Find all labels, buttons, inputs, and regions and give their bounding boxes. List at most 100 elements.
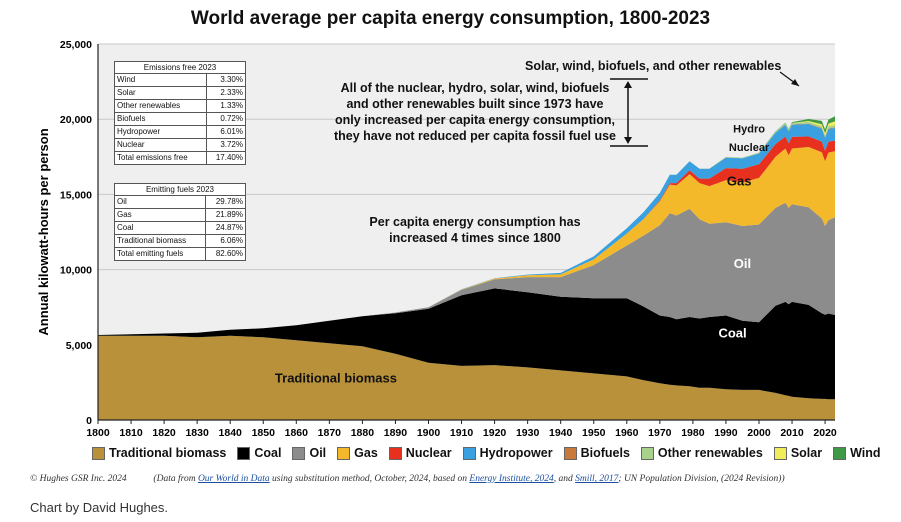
x-tick-label: 1810 bbox=[119, 427, 143, 439]
emissions-free-table-title: Emissions free 2023 bbox=[114, 61, 246, 73]
legend-swatch bbox=[237, 446, 251, 460]
table-row: Solar 2.33% bbox=[114, 86, 247, 100]
source-mid-1: using substitution method, October, 2024… bbox=[269, 474, 470, 484]
table-cell-value: 3.30% bbox=[205, 73, 247, 87]
arrow-head-down bbox=[624, 137, 632, 144]
table-row: Traditional biomass 6.06% bbox=[113, 234, 246, 248]
source-link-smil[interactable]: Smill, 2017 bbox=[575, 474, 619, 484]
area-label-coal: Coal bbox=[718, 325, 746, 340]
table-cell-label: Coal bbox=[113, 221, 207, 235]
table-row: Wind 3.30% bbox=[114, 73, 247, 87]
area-label-hydropower: Hydro bbox=[733, 124, 765, 136]
y-tick-label: 0 bbox=[86, 415, 92, 427]
table-row: Coal 24.87% bbox=[113, 221, 246, 235]
x-tick-label: 2010 bbox=[780, 427, 804, 439]
area-labels: Traditional biomass Coal Oil Gas Nuclear Hydr… bbox=[275, 124, 770, 386]
fossil-note-line-4: they have not reduced per capita fossil … bbox=[333, 129, 617, 143]
table-row: Total emitting fuels 82.60% bbox=[113, 247, 246, 261]
legend-label: Traditional biomass bbox=[109, 446, 227, 460]
area-label-oil: Oil bbox=[734, 256, 751, 271]
y-tick-label: 20,000 bbox=[60, 114, 92, 126]
y-tick-label: 5,000 bbox=[66, 340, 92, 352]
legend-label: Oil bbox=[309, 446, 327, 460]
legend-item: Biofuels bbox=[563, 446, 630, 460]
x-tick-label: 1800 bbox=[86, 427, 110, 439]
legend-swatch bbox=[92, 446, 105, 460]
x-tick-label: 1970 bbox=[648, 427, 672, 439]
table-cell-label: Wind bbox=[114, 73, 207, 87]
x-tick-label: 1980 bbox=[681, 427, 705, 439]
legend-item: Oil bbox=[292, 446, 326, 460]
table-cell-value: 82.60% bbox=[205, 247, 246, 261]
emissions-free-table: Emissions free 2023 Wind 3.30% Solar 2.33% O… bbox=[114, 61, 247, 165]
source-link-owid[interactable]: Our World in Data bbox=[197, 474, 270, 484]
x-tick-label: 2000 bbox=[747, 427, 771, 439]
legend-swatch bbox=[292, 446, 306, 460]
x-tick-label: 1860 bbox=[285, 427, 309, 439]
table-cell-value: 6.06% bbox=[205, 234, 246, 248]
table-cell-value: 29.78% bbox=[205, 195, 246, 209]
emitting-fuels-table-title: Emitting fuels 2023 bbox=[114, 183, 246, 195]
x-tick-label: 1920 bbox=[483, 427, 507, 439]
table-cell-label: Gas bbox=[113, 208, 207, 222]
table-cell-label: Total emitting fuels bbox=[113, 247, 207, 261]
legend-item: Traditional biomass bbox=[92, 446, 226, 460]
area-label-nuclear: Nuclear bbox=[729, 142, 770, 154]
table-cell-label: Traditional biomass bbox=[113, 234, 207, 248]
x-tick-label: 1880 bbox=[351, 427, 375, 439]
legend: Traditional biomass Coal Oil Gas Nuclear Hydr… bbox=[92, 446, 892, 460]
table-row: Oil 29.78% bbox=[113, 195, 246, 209]
table-cell-value: 17.40% bbox=[205, 151, 247, 165]
legend-item: Other renewables bbox=[640, 446, 763, 460]
area-traditional-biomass bbox=[98, 335, 835, 420]
area-coal bbox=[98, 288, 835, 400]
table-row: Hydropower 6.01% bbox=[114, 125, 247, 139]
x-tick-label: 1900 bbox=[417, 427, 441, 439]
y-tick-label: 10,000 bbox=[60, 265, 92, 277]
table-cell-label: Biofuels bbox=[114, 112, 207, 126]
legend-label: Solar bbox=[790, 446, 823, 460]
area-oil bbox=[98, 202, 835, 335]
legend-label: Other renewables bbox=[657, 446, 763, 460]
y-tick-label: 25,000 bbox=[60, 39, 92, 51]
source-credit: © Hughes GSR Inc. 2024 (Data from Our Wo… bbox=[30, 474, 890, 484]
legend-swatch bbox=[640, 446, 654, 460]
renewables-annotation: Solar, wind, biofuels, and other renewab… bbox=[525, 59, 782, 73]
x-tick-label: 1940 bbox=[549, 427, 573, 439]
source-link-energy-institute[interactable]: Energy Institute, 2024 bbox=[469, 474, 554, 484]
table-cell-value: 3.72% bbox=[205, 138, 247, 152]
legend-item: Nuclear bbox=[388, 446, 452, 460]
source-prefix: (Data from bbox=[153, 474, 198, 484]
axes: 0 5,000 10,000 15,000 20,000 25,000 1800 1810 18… bbox=[60, 39, 837, 439]
table-cell-value: 0.72% bbox=[205, 112, 247, 126]
table-cell-label: Other renewables bbox=[114, 99, 207, 113]
table-cell-value: 21.89% bbox=[205, 208, 246, 222]
stacked-areas bbox=[98, 116, 835, 420]
growth-note-line-1: Per capita energy consumption has bbox=[369, 215, 581, 229]
table-cell-label: Hydropower bbox=[114, 125, 207, 139]
legend-label: Hydropower bbox=[479, 446, 553, 460]
table-cell-label: Total emissions free bbox=[114, 151, 207, 165]
x-tick-label: 1870 bbox=[318, 427, 342, 439]
table-cell-label: Solar bbox=[114, 86, 207, 100]
x-tick-label: 1840 bbox=[219, 427, 243, 439]
x-tick-label: 1850 bbox=[252, 427, 276, 439]
x-tick-label: 1990 bbox=[714, 427, 738, 439]
table-cell-label: Nuclear bbox=[114, 138, 207, 152]
table-cell-value: 2.33% bbox=[205, 86, 247, 100]
legend-label: Biofuels bbox=[580, 446, 630, 460]
byline: Chart by David Hughes. bbox=[30, 500, 169, 515]
source-mid-2: , and bbox=[553, 474, 576, 484]
fossil-note-line-3: only increased per capita energy consump… bbox=[335, 113, 615, 127]
x-tick-label: 1890 bbox=[384, 427, 408, 439]
arrow-head-up bbox=[624, 81, 632, 88]
growth-note: Per capita energy consumption has increa… bbox=[340, 214, 610, 246]
emitting-fuels-table: Emitting fuels 2023 Oil 29.78% Gas 21.89% Co… bbox=[113, 183, 246, 261]
fossil-fuel-note: All of the nuclear, hydro, solar, wind, … bbox=[330, 80, 620, 144]
table-row: Other renewables 1.33% bbox=[114, 99, 247, 113]
chart-title: World average per capita energy consumpt… bbox=[190, 8, 711, 29]
area-label-gas: Gas bbox=[727, 173, 752, 188]
renewables-pointer-head bbox=[791, 79, 799, 86]
source-suffix: ; UN Population Division, (2024 Revision… bbox=[618, 474, 785, 484]
legend-swatch bbox=[833, 446, 847, 460]
